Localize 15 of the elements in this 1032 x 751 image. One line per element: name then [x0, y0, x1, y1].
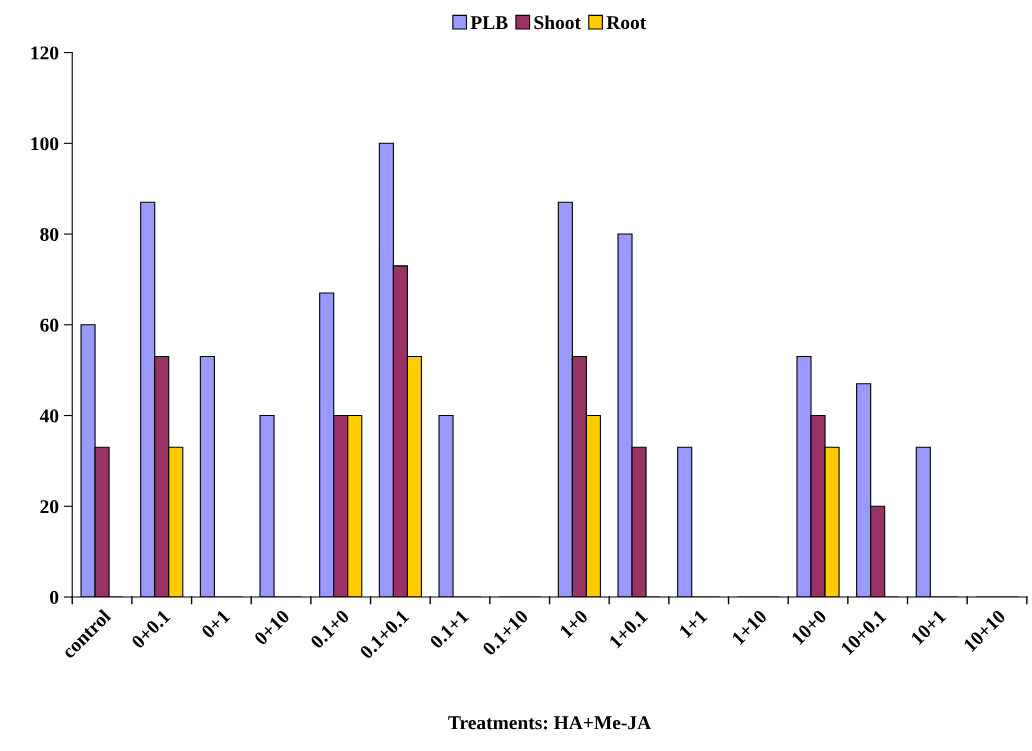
legend-label: Shoot	[534, 15, 581, 30]
legend-label: PLB	[470, 16, 508, 30]
y-tick-label: 60	[40, 318, 59, 332]
x-tick-label: 0+10	[253, 609, 291, 646]
x-tick-label: 0+1	[200, 609, 231, 639]
y-tick-label: 0	[50, 590, 59, 604]
y-tick-label: 100	[31, 137, 59, 151]
legend-label: Root	[606, 16, 647, 30]
y-tick-label: 80	[40, 227, 59, 241]
x-axis-title: Treatments: HA+Me-JA	[448, 716, 651, 730]
x-tick-label: 1+1	[678, 609, 708, 639]
x-tick-label: 1+0	[559, 609, 589, 639]
y-tick-label: 120	[31, 46, 59, 60]
y-tick-label: 20	[40, 500, 59, 514]
y-tick-label: 40	[39, 409, 59, 423]
